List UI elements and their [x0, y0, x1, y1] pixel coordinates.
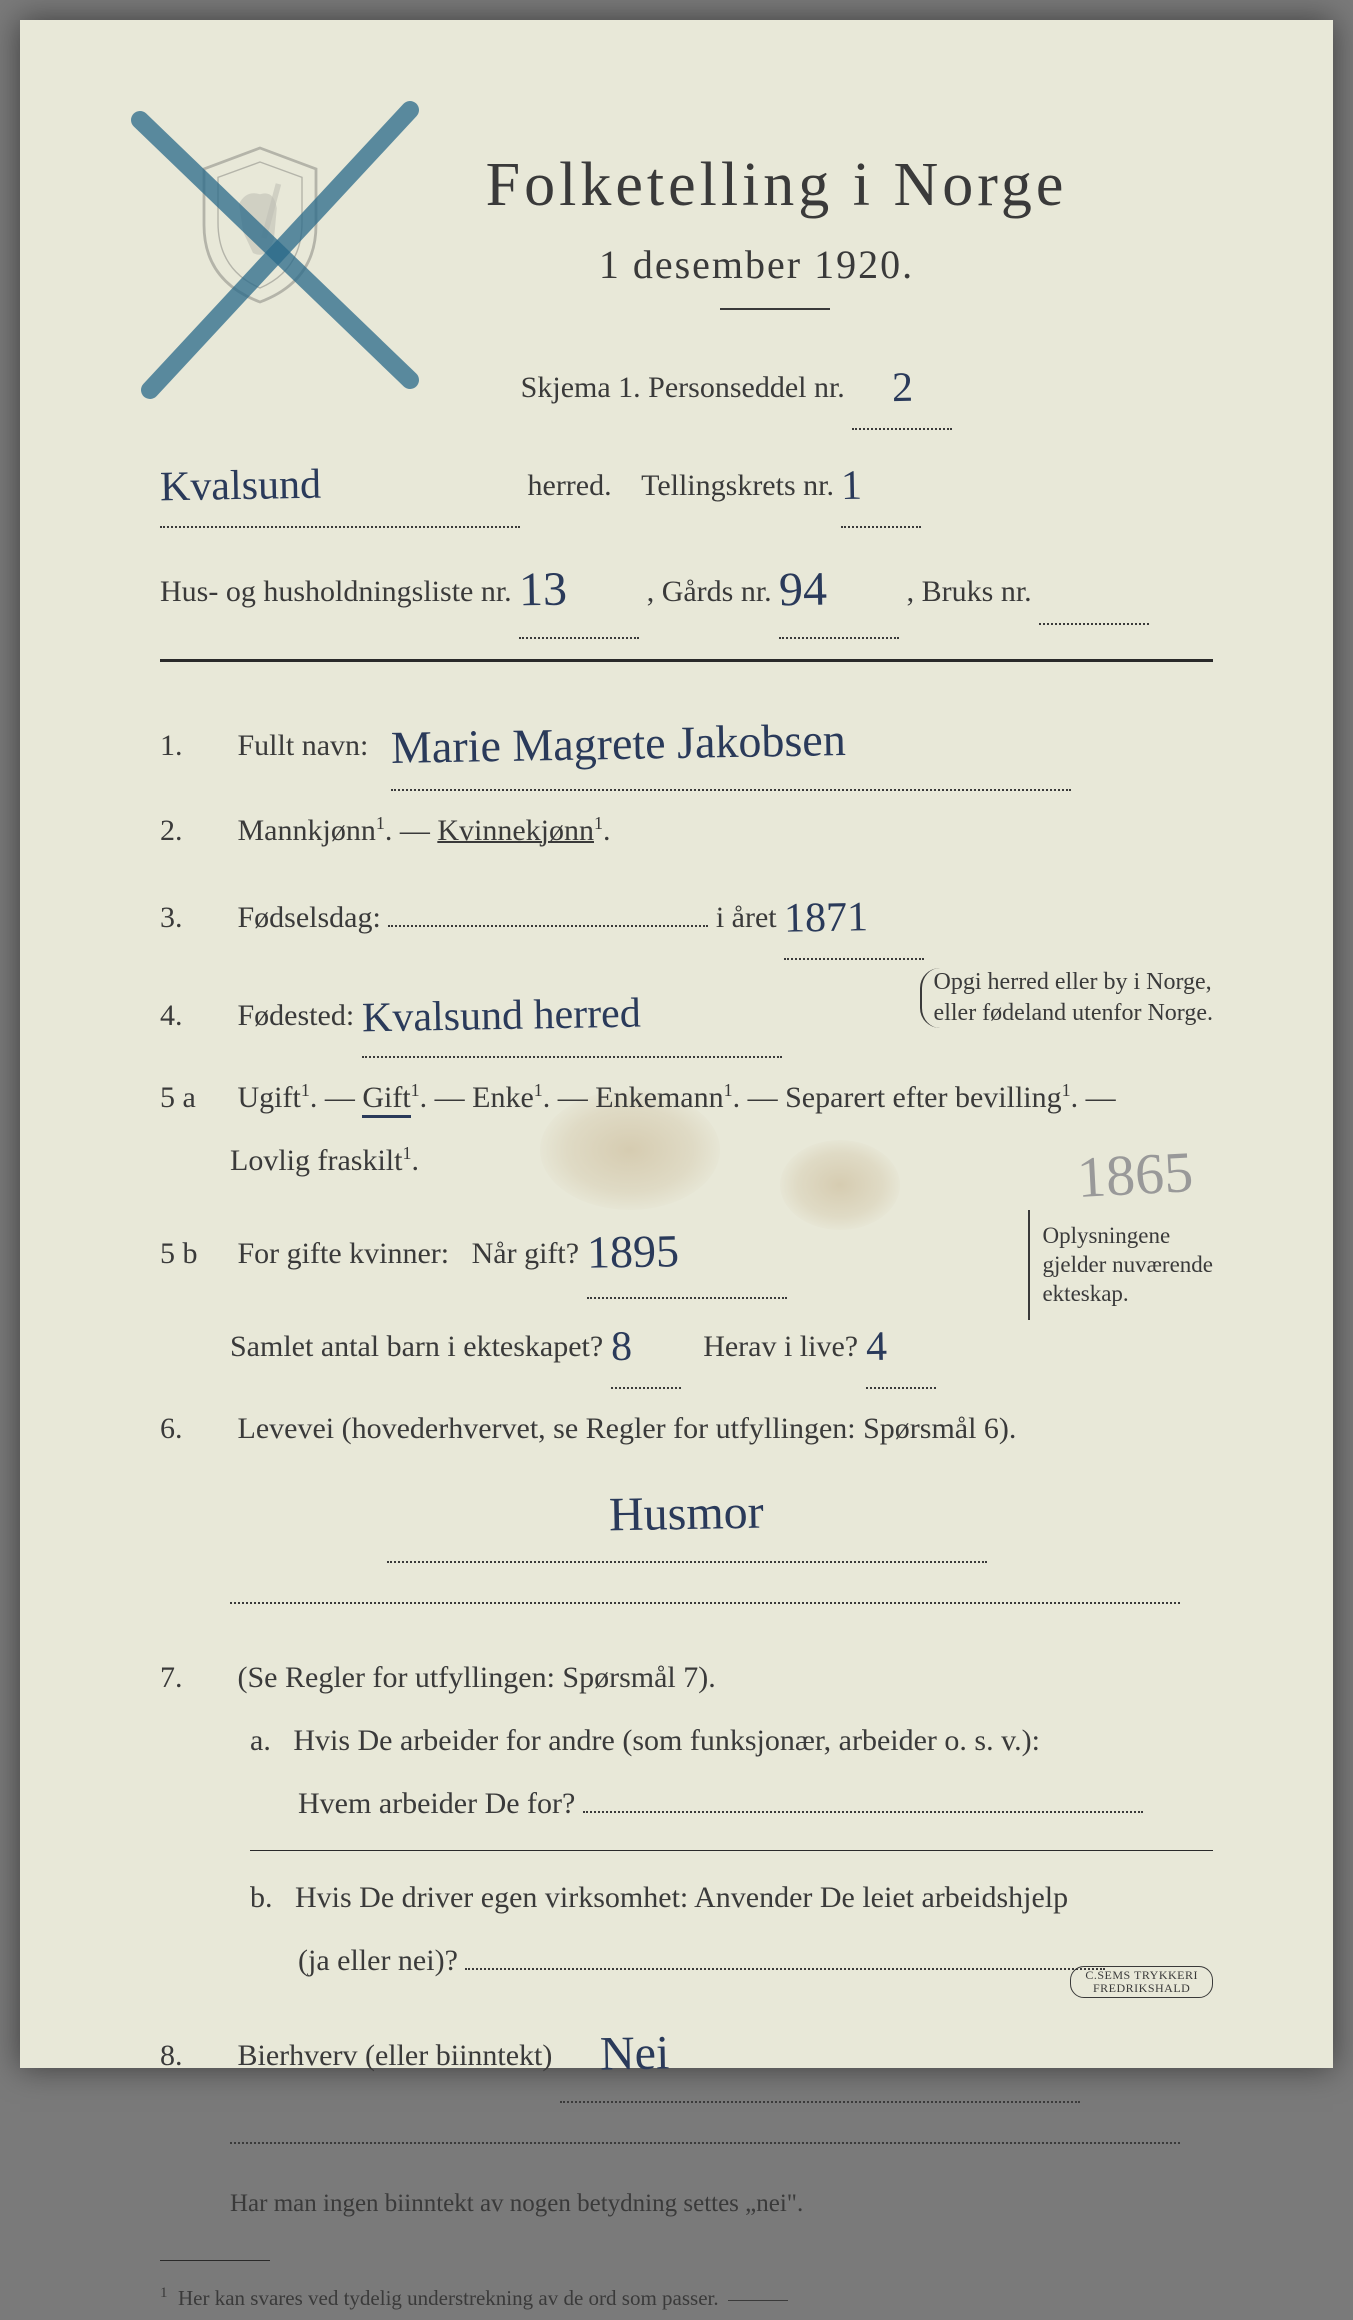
q5a-enkemann: Enkemann [595, 1081, 723, 1114]
q5b-row: 5 b For gifte kvinner: Når gift? 1895 Sa… [160, 1200, 1213, 1389]
gards-label: , Gårds nr. [647, 575, 772, 608]
herred-suffix: herred. [528, 469, 612, 502]
husliste-nr-value: 13 [518, 540, 568, 642]
q4-num: 4. [160, 984, 230, 1047]
q5b-label3: Samlet antal barn i ekteskapet? [230, 1330, 603, 1363]
q5b-barn-total: 8 [610, 1303, 633, 1392]
form-body: Skjema 1. Personseddel nr. 2 Kvalsund he… [160, 340, 1213, 2320]
q3-year-value: 1871 [783, 873, 869, 963]
q1-value: Marie Magrete Jakobsen [390, 692, 846, 797]
q5a-gift: Gift [362, 1081, 410, 1118]
q5a-num: 5 a [160, 1066, 230, 1129]
q5a-enke: Enke [472, 1081, 534, 1114]
q5b-label4: Herav i live? [703, 1330, 858, 1363]
q2-num: 2. [160, 799, 230, 862]
form-title: Folketelling i Norge [340, 150, 1213, 221]
tellingskrets-label: Tellingskrets nr. [641, 469, 834, 502]
q5b-num: 5 b [160, 1222, 230, 1285]
skjema-line: Skjema 1. Personseddel nr. 2 [260, 340, 1213, 430]
q3-row: 3. Fødselsdag: i året 1871 [160, 870, 1213, 960]
q1-num: 1. [160, 714, 230, 777]
q6-row: 6. Levevei (hovederhvervet, se Regler fo… [160, 1397, 1213, 1626]
q6-label: Levevei (hovederhvervet, se Regler for u… [238, 1412, 1017, 1445]
husliste-line: Hus- og husholdningsliste nr. 13 , Gårds… [160, 536, 1213, 639]
herred-line: Kvalsund herred. Tellingskrets nr. 1 [160, 438, 1213, 528]
q3-year-label: i året [716, 901, 777, 934]
q7-divider [250, 1850, 1213, 1851]
q5b-label1: For gifte kvinner: [238, 1237, 450, 1270]
section-divider [160, 659, 1213, 662]
bruks-label: , Bruks nr. [907, 575, 1032, 608]
footnote: 1 Her kan svares ved tydelig understrekn… [160, 2276, 1213, 2320]
header: Folketelling i Norge 1 desember 1920. [160, 150, 1213, 310]
q1-label: Fullt navn: [238, 729, 369, 762]
q7b-num: b. [250, 1881, 273, 1914]
q8-value: Nei [599, 2003, 670, 2105]
census-form-page: Folketelling i Norge 1 desember 1920. Sk… [20, 20, 1333, 2068]
q4-row: 4. Fødested: Kvalsund herred Opgi herred… [160, 968, 1213, 1058]
title-divider [720, 308, 830, 310]
q7-num: 7. [160, 1646, 230, 1709]
q3-num: 3. [160, 886, 230, 949]
herred-name-value: Kvalsund [159, 441, 322, 532]
q5a-separert: Separert efter bevilling [785, 1081, 1062, 1114]
q7a-num: a. [250, 1724, 271, 1757]
q2-row: 2. Mannkjønn1. — Kvinnekjønn1. [160, 799, 1213, 862]
q6-value: Husmor [608, 1463, 764, 1566]
tellingskrets-nr-value: 1 [841, 442, 864, 531]
q8-num: 8. [160, 2024, 230, 2087]
footnote-end-rule [728, 2300, 788, 2301]
personseddel-nr-value: 2 [891, 344, 914, 433]
q5a-fraskilt: Lovlig fraskilt [230, 1144, 402, 1177]
gards-nr-value: 94 [778, 540, 828, 642]
q3-label: Fødselsdag: [238, 901, 381, 934]
q8-row: 8. Bierhverv (eller biinntekt) Nei Har m… [160, 2000, 1213, 2230]
q4-value: Kvalsund herred [361, 970, 641, 1063]
q8-label: Bierhverv (eller biinntekt) [238, 2039, 553, 2072]
q5b-barn-live: 4 [865, 1303, 888, 1392]
q5b-note: Oplysningene gjelder nuværende ekteskap. [1028, 1210, 1213, 1320]
q5b-year-gift: 1895 [586, 1203, 680, 1301]
personseddel-label: Skjema 1. Personseddel nr. [521, 371, 845, 404]
q7b-line1: Hvis De driver egen virksomhet: Anvender… [295, 1881, 1068, 1914]
q7a-line2: Hvem arbeider De for? [298, 1787, 575, 1820]
q5a-row: 5 a Ugift1. — Gift1. — Enke1. — Enkemann… [160, 1066, 1213, 1192]
footnote-rule [160, 2260, 270, 2261]
coat-of-arms-icon [190, 140, 330, 310]
q1-row: 1. Fullt navn: Marie Magrete Jakobsen [160, 692, 1213, 791]
q6-num: 6. [160, 1397, 230, 1460]
q5b-label2: Når gift? [472, 1237, 579, 1270]
q2-female: Kvinnekjønn [437, 814, 594, 847]
footnote-text: Her kan svares ved tydelig understreknin… [178, 2286, 719, 2310]
q4-label: Fødested: [238, 999, 355, 1032]
q8-note: Har man ingen biinntekt av nogen betydni… [230, 2178, 1213, 2231]
form-subtitle: 1 desember 1920. [300, 241, 1213, 288]
q4-note: Opgi herred eller by i Norge, eller føde… [920, 968, 1213, 1028]
q5a-ugift: Ugift [238, 1081, 301, 1114]
q7-row: 7. (Se Regler for utfyllingen: Spørsmål … [160, 1646, 1213, 1992]
printer-mark: C.SEMS TRYKKERI FREDRIKSHALD [1070, 1966, 1213, 1998]
husliste-label: Hus- og husholdningsliste nr. [160, 575, 512, 608]
q7a-line1: Hvis De arbeider for andre (som funksjon… [293, 1724, 1040, 1757]
q7b-line2: (ja eller nei)? [298, 1944, 458, 1977]
q2-male: Mannkjønn [238, 814, 376, 847]
q7-label: (Se Regler for utfyllingen: Spørsmål 7). [238, 1661, 716, 1694]
